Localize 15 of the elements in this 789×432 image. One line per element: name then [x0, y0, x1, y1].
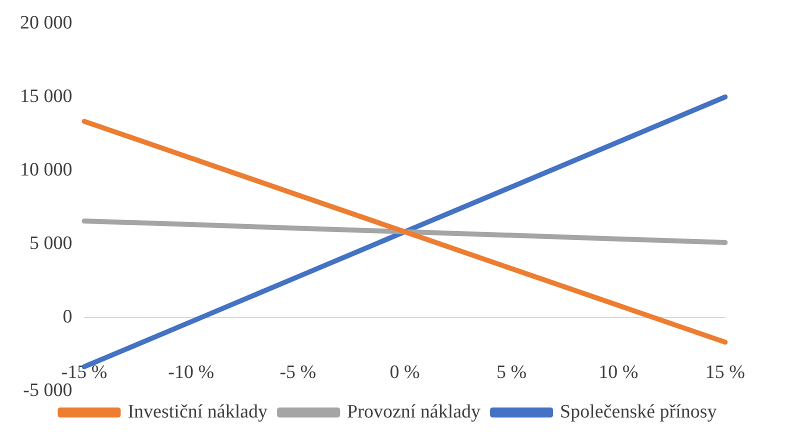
x-tick-label: -5 %: [280, 362, 316, 383]
legend-label: Investiční náklady: [128, 401, 268, 422]
x-tick-label: 5 %: [496, 362, 527, 383]
legend-label: Provozní náklady: [347, 401, 482, 422]
legend-label: Společenské přínosy: [560, 401, 718, 422]
x-tick-label: 15 %: [705, 362, 746, 383]
y-tick-label: 15 000: [20, 86, 72, 107]
y-tick-label: 20 000: [20, 12, 72, 34]
y-tick-label: 0: [62, 306, 72, 328]
y-tick-label: 10 000: [20, 159, 72, 180]
x-tick-label: 0 %: [390, 362, 420, 383]
x-tick-label: -10 %: [168, 362, 214, 383]
y-tick-label: 5 000: [30, 232, 72, 254]
y-tick-label: -5 000: [23, 380, 72, 401]
x-tick-label: 10 %: [598, 362, 638, 383]
